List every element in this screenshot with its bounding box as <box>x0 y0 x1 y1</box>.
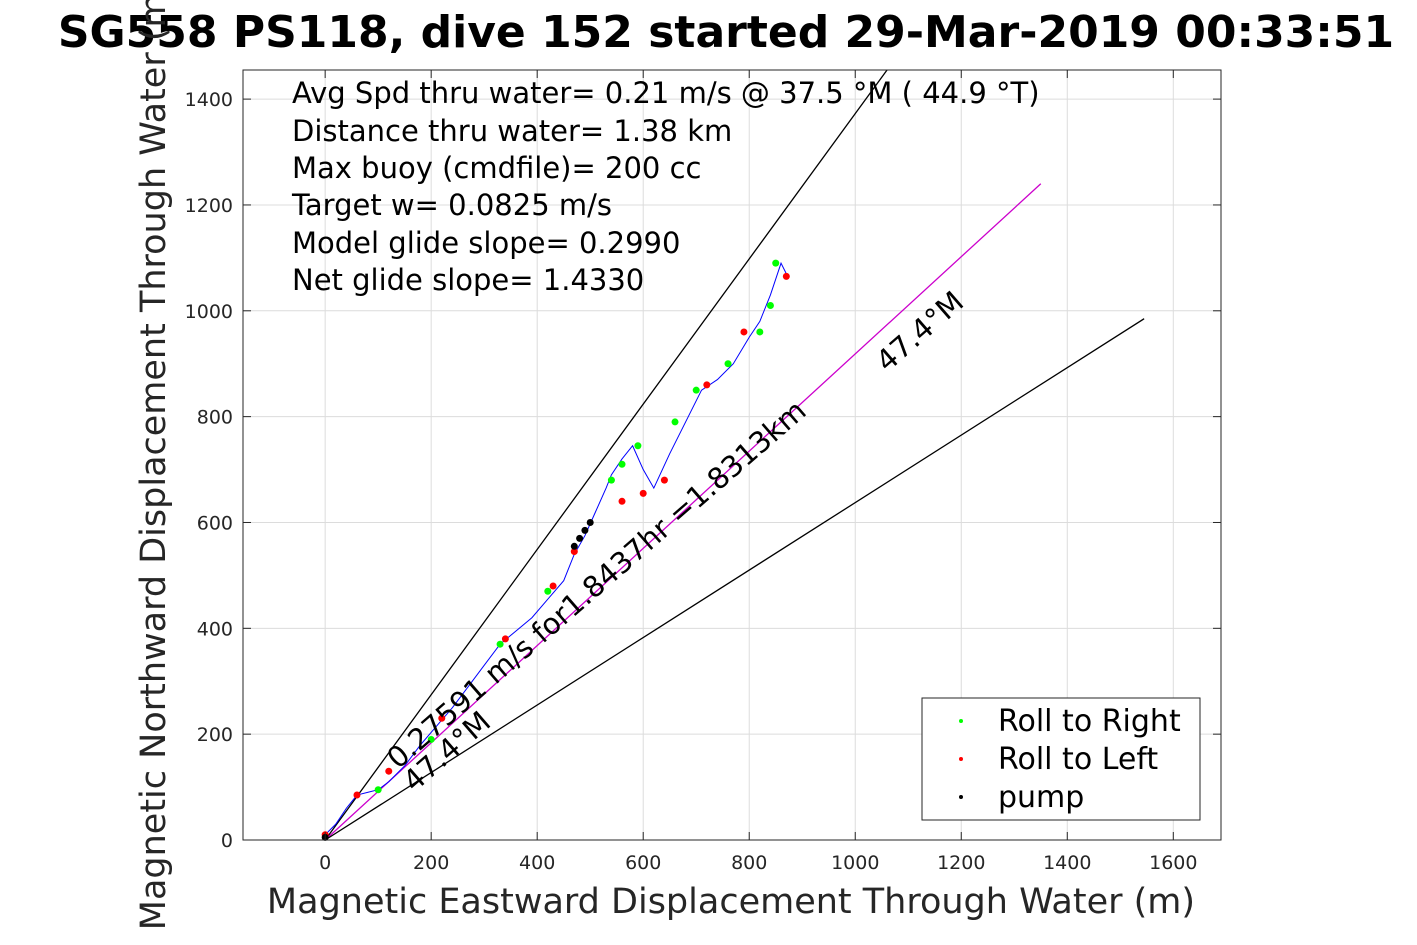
point-roll-to-right <box>634 442 642 450</box>
x-tick-label: 200 <box>413 852 449 874</box>
point-roll-to-left <box>660 476 668 484</box>
info-line-net-glide: Net glide slope= 1.4330 <box>292 263 644 297</box>
y-tick-label: 1200 <box>185 195 233 217</box>
x-tick-label: 1200 <box>937 852 985 874</box>
y-tick-label: 800 <box>197 407 233 429</box>
point-roll-to-right <box>496 640 504 648</box>
point-roll-to-right <box>427 735 435 743</box>
info-text-block: Avg Spd thru water= 0.21 m/s @ 37.5 °M (… <box>291 76 1040 297</box>
point-roll-to-right <box>772 259 780 267</box>
reference-line-upper-bound <box>324 69 888 841</box>
legend-label-roll-left: Roll to Left <box>998 742 1158 777</box>
y-tick-label: 1400 <box>185 89 233 111</box>
y-axis-ticks: 0 200 400 600 800 1000 1200 1400 <box>185 89 1221 852</box>
point-pump <box>586 518 594 526</box>
y-tick-label: 0 <box>221 830 233 852</box>
point-roll-to-left <box>782 272 790 280</box>
info-line-avg-speed: Avg Spd thru water= 0.21 m/s @ 37.5 °M (… <box>292 76 1040 110</box>
point-roll-to-right <box>671 418 679 426</box>
y-tick-label: 200 <box>197 724 233 746</box>
point-pump <box>576 534 584 542</box>
x-tick-label: 1000 <box>831 852 879 874</box>
legend-marker-roll-right <box>959 719 963 723</box>
y-axis-label: Magnetic Northward Displacement Through … <box>134 0 174 930</box>
track <box>324 261 787 836</box>
track-line <box>324 261 787 836</box>
legend-box <box>921 697 1201 821</box>
point-pump <box>570 542 578 550</box>
point-roll-to-right <box>618 460 626 468</box>
legend-label-pump: pump <box>998 780 1084 815</box>
legend-marker-pump <box>959 795 963 799</box>
point-roll-to-left <box>618 497 626 505</box>
x-tick-label: 800 <box>731 852 767 874</box>
point-roll-to-right <box>544 587 552 595</box>
info-line-distance: Distance thru water= 1.38 km <box>292 114 732 148</box>
reference-lines <box>324 69 1145 841</box>
point-roll-to-left <box>353 791 361 799</box>
point-roll-to-left <box>570 548 578 556</box>
x-axis-ticks: 0 200 400 600 800 1000 1200 1400 1600 <box>319 70 1197 874</box>
legend-marker-roll-left <box>959 757 963 761</box>
point-roll-to-right <box>724 360 732 368</box>
x-tick-label: 600 <box>625 852 661 874</box>
x-tick-label: 400 <box>519 852 555 874</box>
reference-line-heading <box>324 183 1042 841</box>
reference-line-lower-bound <box>324 318 1145 841</box>
x-tick-label: 0 <box>319 852 331 874</box>
info-line-target-w: Target w= 0.0825 m/s <box>291 188 612 222</box>
chart-title: SG558 PS118, dive 152 started 29-Mar-201… <box>58 7 1394 58</box>
y-tick-label: 1000 <box>185 301 233 323</box>
x-tick-label: 1400 <box>1043 852 1091 874</box>
point-roll-to-left <box>385 767 393 775</box>
info-line-max-buoy: Max buoy (cmdfile)= 200 cc <box>292 151 701 185</box>
plot-frame <box>242 69 1222 841</box>
point-roll-to-left <box>740 328 748 336</box>
point-roll-to-left <box>549 582 557 590</box>
y-tick-label: 600 <box>197 512 233 534</box>
legend-label-roll-right: Roll to Right <box>998 704 1181 739</box>
x-axis-label: Magnetic Eastward Displacement Through W… <box>267 882 1195 922</box>
data-points <box>321 259 790 841</box>
point-roll-to-left <box>703 381 711 389</box>
point-roll-to-right <box>766 301 774 309</box>
info-line-model-glide: Model glide slope= 0.2990 <box>292 226 680 260</box>
legend: Roll to Right Roll to Left pump <box>921 697 1201 821</box>
point-roll-to-right <box>756 328 764 336</box>
point-roll-to-left <box>438 714 446 722</box>
point-roll-to-right <box>692 386 700 394</box>
point-roll-to-right <box>607 476 615 484</box>
y-tick-label: 400 <box>197 618 233 640</box>
point-pump <box>581 526 589 534</box>
point-roll-to-left <box>639 489 647 497</box>
point-roll-to-left <box>501 635 509 643</box>
x-tick-label: 1600 <box>1149 852 1197 874</box>
point-roll-to-right <box>374 786 382 794</box>
